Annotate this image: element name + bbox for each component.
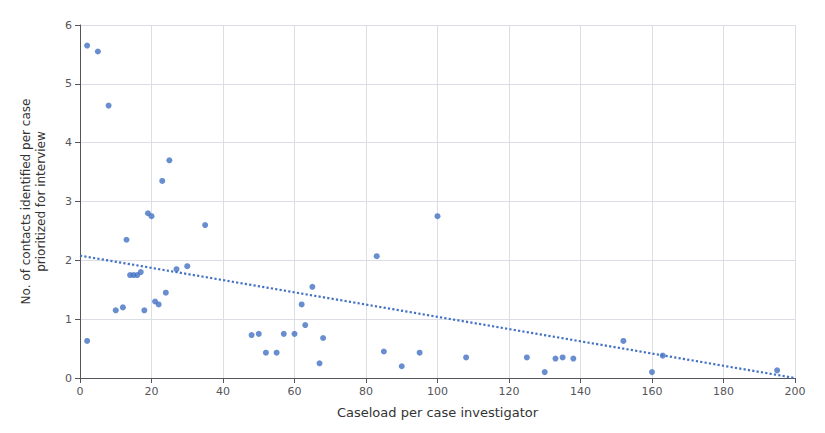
svg-text:3: 3 — [65, 195, 72, 208]
svg-text:0: 0 — [65, 372, 72, 385]
svg-text:6: 6 — [65, 19, 72, 32]
svg-text:4: 4 — [65, 136, 72, 149]
svg-text:Caseload per case investigator: Caseload per case investigator — [337, 405, 539, 420]
svg-text:140: 140 — [570, 385, 591, 398]
svg-text:1: 1 — [65, 313, 72, 326]
svg-text:0: 0 — [77, 385, 84, 398]
svg-text:200: 200 — [785, 385, 806, 398]
svg-text:80: 80 — [359, 385, 373, 398]
svg-text:60: 60 — [288, 385, 302, 398]
svg-text:100: 100 — [427, 385, 448, 398]
svg-text:120: 120 — [499, 385, 520, 398]
svg-text:160: 160 — [642, 385, 663, 398]
svg-text:2: 2 — [65, 254, 72, 267]
svg-text:180: 180 — [713, 385, 734, 398]
svg-text:prioritized for interview: prioritized for interview — [34, 131, 48, 272]
svg-text:20: 20 — [145, 385, 159, 398]
svg-text:40: 40 — [216, 385, 230, 398]
svg-text:No. of contacts identified per: No. of contacts identified per case — [19, 99, 33, 305]
svg-text:5: 5 — [65, 77, 72, 90]
